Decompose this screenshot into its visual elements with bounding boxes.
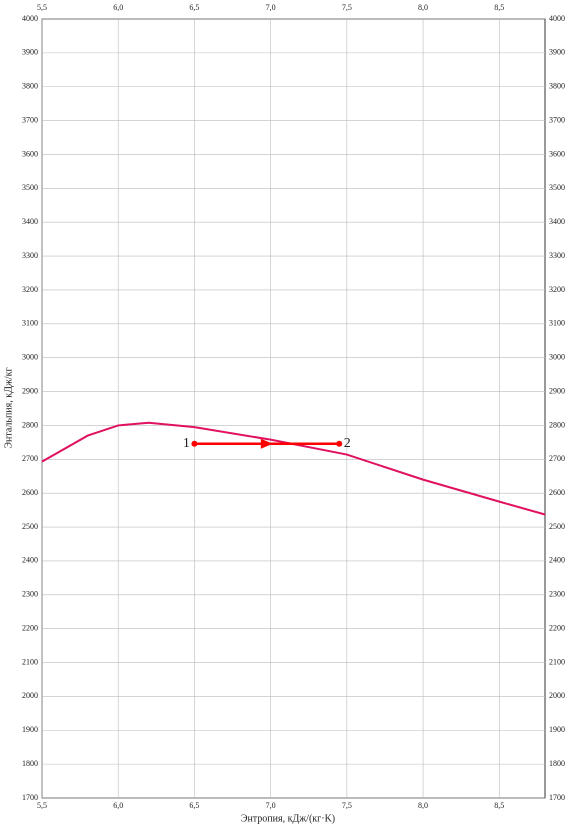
y-tick-label: 4000 <box>549 14 565 23</box>
y-tick-label: 3100 <box>549 319 565 328</box>
x-tick-label: 6,0 <box>113 801 123 810</box>
y-tick-label: 3600 <box>549 149 565 158</box>
y-tick-label: 2700 <box>22 454 38 463</box>
x-tick-label: 7,0 <box>266 801 276 810</box>
y-tick-label: 3300 <box>22 251 38 260</box>
x-tick-label: 8,0 <box>418 3 428 12</box>
y-tick-label: 2700 <box>549 454 565 463</box>
y-tick-label: 3900 <box>549 48 565 57</box>
y-tick-label: 2800 <box>22 420 38 429</box>
x-tick-label: 7,0 <box>266 3 276 12</box>
x-tick-label: 6,5 <box>189 3 199 12</box>
y-tick-label: 3100 <box>22 319 38 328</box>
y-tick-label: 3400 <box>549 217 565 226</box>
y-tick-label: 2500 <box>549 522 565 531</box>
y-tick-label: 2200 <box>22 623 38 632</box>
y-tick-label: 3200 <box>22 285 38 294</box>
x-tick-label: 8,0 <box>418 801 428 810</box>
y-tick-label: 3700 <box>549 115 565 124</box>
y-tick-label: 3800 <box>22 82 38 91</box>
y-tick-label: 2600 <box>22 488 38 497</box>
y-tick-label: 2000 <box>549 691 565 700</box>
y-tick-label: 2300 <box>549 590 565 599</box>
y-tick-label: 3600 <box>22 149 38 158</box>
point <box>191 440 198 447</box>
y-tick-label: 3400 <box>22 217 38 226</box>
y-tick-label: 3000 <box>22 353 38 362</box>
y-tick-label: 4000 <box>22 14 38 23</box>
y-axis-label: Энтальпия, кДж/кг <box>3 367 14 448</box>
y-tick-label: 1800 <box>22 759 38 768</box>
y-tick-label: 2800 <box>549 420 565 429</box>
x-tick-label: 5,5 <box>37 801 47 810</box>
y-tick-label: 3200 <box>549 285 565 294</box>
plot-frame <box>41 18 546 799</box>
point-label: 2 <box>344 436 351 451</box>
y-tick-label: 2400 <box>22 556 38 565</box>
point <box>336 440 343 447</box>
y-tick-label: 3000 <box>549 353 565 362</box>
y-tick-label: 3800 <box>549 82 565 91</box>
x-axis-label: Энтропия, кДж/(кг·K) <box>241 813 335 824</box>
y-tick-label: 2500 <box>22 522 38 531</box>
x-tick-label: 6,0 <box>113 3 123 12</box>
y-tick-label: 2000 <box>22 691 38 700</box>
y-tick-label: 3500 <box>549 183 565 192</box>
y-tick-label: 1700 <box>549 793 565 802</box>
y-tick-label: 2300 <box>22 590 38 599</box>
series-line <box>41 421 546 516</box>
y-tick-label: 3300 <box>549 251 565 260</box>
y-tick-label: 2400 <box>549 556 565 565</box>
y-tick-label: 2600 <box>549 488 565 497</box>
y-tick-label: 1700 <box>22 793 38 802</box>
x-tick-label: 8,5 <box>494 801 504 810</box>
arrow-head <box>260 438 273 449</box>
y-tick-label: 2100 <box>22 657 38 666</box>
y-tick-label: 3900 <box>22 48 38 57</box>
x-tick-label: 7,5 <box>342 3 352 12</box>
y-tick-label: 2200 <box>549 623 565 632</box>
y-tick-label: 1800 <box>549 759 565 768</box>
y-tick-label: 3700 <box>22 115 38 124</box>
x-tick-label: 6,5 <box>189 801 199 810</box>
y-tick-label: 1900 <box>549 725 565 734</box>
x-tick-label: 7,5 <box>342 801 352 810</box>
y-tick-label: 2100 <box>549 657 565 666</box>
point-label: 1 <box>183 436 190 451</box>
x-tick-label: 5,5 <box>37 3 47 12</box>
y-tick-label: 2900 <box>22 386 38 395</box>
y-tick-label: 3500 <box>22 183 38 192</box>
x-tick-label: 8,5 <box>494 3 504 12</box>
y-tick-label: 2900 <box>549 386 565 395</box>
y-tick-label: 1900 <box>22 725 38 734</box>
